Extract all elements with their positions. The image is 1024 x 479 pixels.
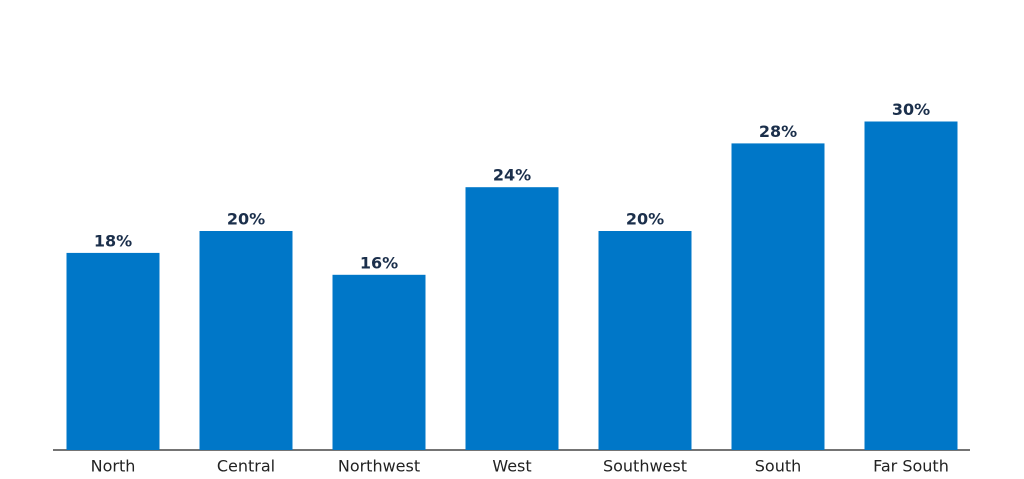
x-tick-label: North <box>91 457 136 476</box>
value-label: 16% <box>360 253 398 272</box>
x-tick-label: West <box>492 457 531 476</box>
bar <box>864 121 958 450</box>
x-tick-label: Northwest <box>338 457 420 476</box>
x-tick-label: Far South <box>873 457 949 476</box>
value-label: 20% <box>227 210 265 229</box>
bar <box>465 187 559 450</box>
bar <box>731 143 825 450</box>
bar <box>199 231 293 450</box>
value-label: 28% <box>759 122 797 141</box>
bar <box>66 252 160 450</box>
value-label: 20% <box>626 210 664 229</box>
bar <box>332 274 426 450</box>
value-label: 30% <box>892 100 930 119</box>
bar <box>598 231 692 450</box>
x-tick-label: Southwest <box>603 457 687 476</box>
value-label: 24% <box>493 166 531 185</box>
x-tick-label: Central <box>217 457 275 476</box>
x-tick-label: South <box>755 457 802 476</box>
value-label: 18% <box>94 231 132 250</box>
